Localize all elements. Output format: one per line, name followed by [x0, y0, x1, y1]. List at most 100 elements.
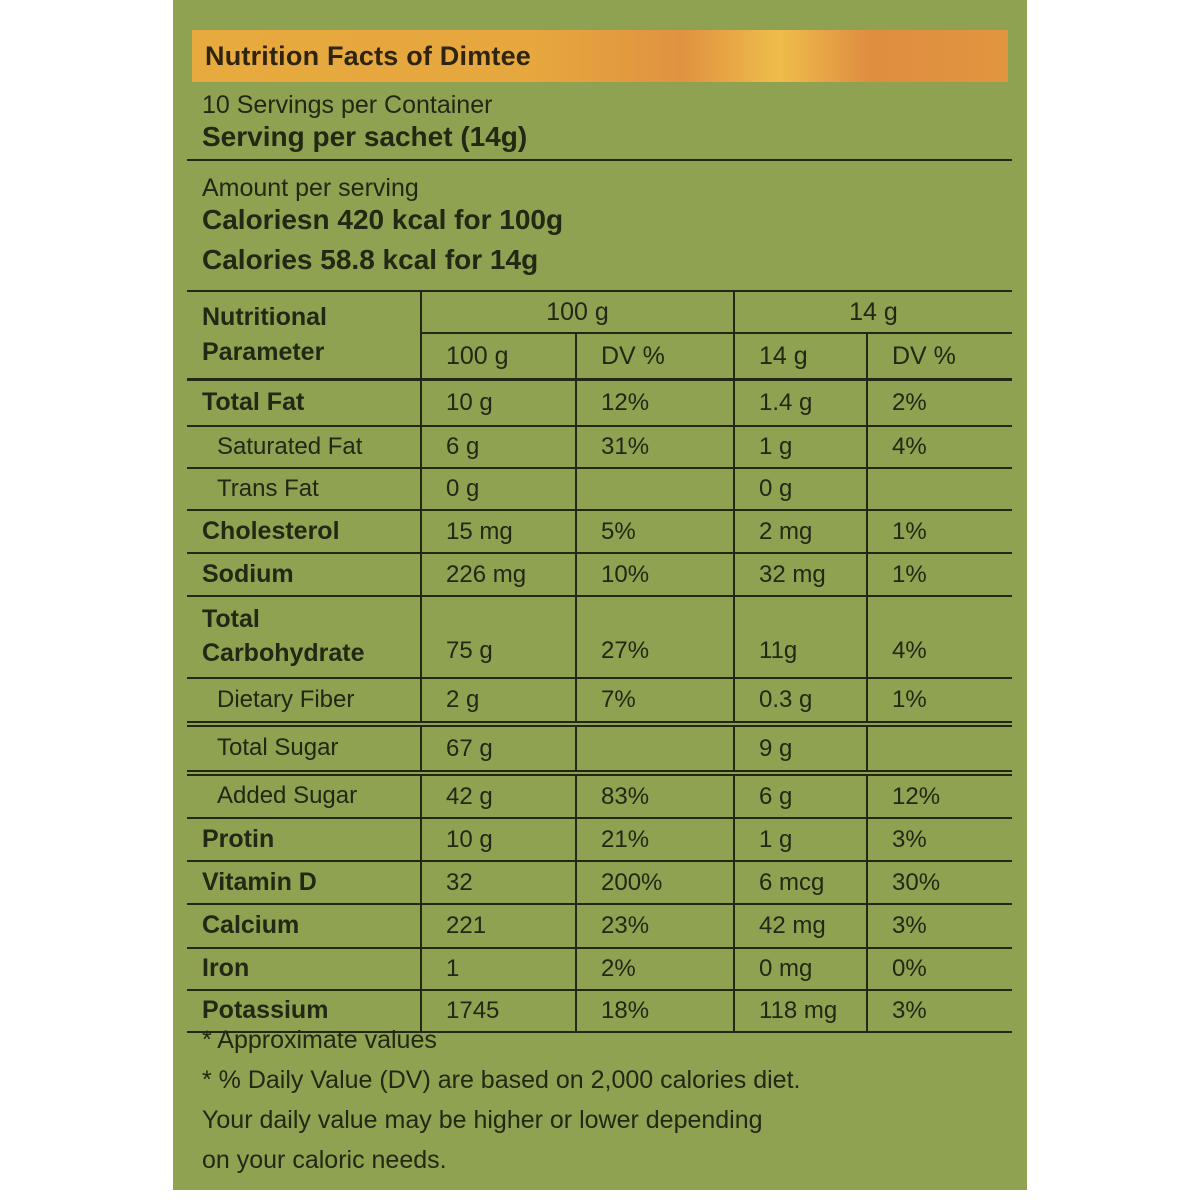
row-label: Dietary Fiber [187, 679, 422, 721]
row-value [868, 727, 1012, 770]
row-value: 12% [577, 381, 735, 425]
row-value: 31% [577, 427, 735, 467]
row-label: Total Carbohydrate [187, 597, 422, 677]
row-value: 10% [577, 554, 735, 595]
row-value: 1.4 g [735, 381, 868, 425]
row-value: 1% [892, 560, 927, 588]
sub-header-14g: 14 g [735, 334, 868, 378]
row-value: 2 g [422, 679, 577, 721]
row-value: 10 g [422, 819, 577, 860]
row-value: 12% [892, 782, 941, 810]
row-value: 2% [892, 389, 927, 416]
row-value: 3% [892, 997, 927, 1024]
nutrition-panel: Nutrition Facts of Dimtee 10 Servings pe… [173, 0, 1027, 1190]
row-value: 4% [892, 637, 927, 664]
header-right-group: 100 g 14 g 100 g DV % 14 g DV % [422, 292, 1012, 378]
sub-header-100g: 100 g [422, 334, 577, 378]
row-value: 6 g [735, 776, 868, 817]
amount-per-serving-label: Amount per serving [202, 174, 419, 202]
row-value: 6 mcg [735, 862, 868, 903]
group-header-row: 100 g 14 g [422, 292, 1012, 334]
row-value: 18% [577, 991, 735, 1031]
row-value: 200% [577, 862, 735, 903]
row-value: 1% [892, 686, 927, 713]
row-value: 75 g [422, 597, 577, 677]
row-value: 42 mg [735, 905, 868, 947]
nutrition-table: Nutritional Parameter 100 g 14 g 100 g D… [187, 290, 1012, 1033]
row-value: 27% [577, 597, 735, 677]
row-label: Added Sugar [187, 776, 422, 817]
calories-100g-line: Caloriesn 420 kcal for 100g [202, 204, 564, 235]
group-header-14g: 14 g [849, 297, 898, 326]
row-value: 3% [892, 825, 927, 853]
table-row: Total Carbohydrate 75 g 27% 11g 4% [187, 597, 1012, 679]
table-row: Vitamin D 32 200% 6 mcg 30% [187, 862, 1012, 905]
row-value: 9 g [735, 727, 868, 770]
param-header-line1: Nutritional [202, 303, 327, 331]
row-value [577, 727, 735, 770]
page-title: Nutrition Facts of Dimtee [205, 40, 532, 71]
table-row: Protin 10 g 21% 1 g 3% [187, 819, 1012, 862]
row-value: 0.3 g [735, 679, 868, 721]
table-row: Total Fat 10 g 12% 1.4 g 2% [187, 381, 1012, 427]
row-value: 15 mg [422, 511, 577, 552]
table-row: Potassium 1745 18% 118 mg 3% [187, 991, 1012, 1033]
row-value: 221 [422, 905, 577, 947]
row-value: 1 [422, 949, 577, 989]
row-value: 1% [892, 517, 927, 545]
row-value: 1 g [735, 427, 868, 467]
row-label: Saturated Fat [187, 427, 422, 467]
row-value: 32 mg [735, 554, 868, 595]
title-bar: Nutrition Facts of Dimtee [192, 30, 1008, 82]
table-row: Iron 1 2% 0 mg 0% [187, 949, 1012, 991]
table-row: Calcium 221 23% 42 mg 3% [187, 905, 1012, 949]
param-header-line2: Parameter [202, 338, 325, 366]
row-label: Sodium [187, 554, 422, 595]
row-value: 21% [577, 819, 735, 860]
row-label: Cholesterol [187, 511, 422, 552]
row-label: Trans Fat [187, 469, 422, 509]
serving-per-sachet: Serving per sachet (14g) [202, 121, 528, 152]
row-value [577, 469, 735, 509]
row-value: 0 mg [735, 949, 868, 989]
row-value: 3% [892, 912, 927, 939]
row-value: 6 g [422, 427, 577, 467]
row-value: 32 [422, 862, 577, 903]
calories-14g-line: Calories 58.8 kcal for 14g [202, 244, 539, 275]
row-label: Protin [187, 819, 422, 860]
sub-header-dv1: DV % [577, 334, 735, 378]
row-value: 11g [735, 597, 868, 677]
footnote-dv-basis: * % Daily Value (DV) are based on 2,000 … [202, 1066, 801, 1094]
row-label: Total Fat [187, 381, 422, 425]
row-value: 7% [577, 679, 735, 721]
row-value: 0% [892, 955, 927, 982]
row-value: 1 g [735, 819, 868, 860]
param-header-cell: Nutritional Parameter [187, 292, 422, 378]
row-label: Iron [187, 949, 422, 989]
row-value: 0 g [735, 469, 868, 509]
footnote-approximate: * Approximate values [202, 1026, 437, 1054]
row-label: Calcium [187, 905, 422, 947]
row-value: 10 g [422, 381, 577, 425]
sub-header-row: 100 g DV % 14 g DV % [422, 334, 1012, 378]
row-value: 67 g [422, 727, 577, 770]
table-row: Cholesterol 15 mg 5% 2 mg 1% [187, 511, 1012, 554]
row-value: 2 mg [735, 511, 868, 552]
row-value: 1745 [422, 991, 577, 1031]
row-value: 30% [892, 868, 941, 896]
row-value: 23% [577, 905, 735, 947]
row-value: 42 g [422, 776, 577, 817]
row-value: 0 g [422, 469, 577, 509]
row-value: 83% [577, 776, 735, 817]
table-row: Dietary Fiber 2 g 7% 0.3 g 1% [187, 679, 1012, 727]
divider-line [187, 159, 1012, 161]
table-row: Saturated Fat 6 g 31% 1 g 4% [187, 427, 1012, 469]
sub-header-dv2: DV % [892, 341, 956, 370]
footnote-dv-end: on your caloric needs. [202, 1146, 447, 1174]
group-header-100g: 100 g [422, 292, 735, 332]
row-value: 118 mg [735, 991, 868, 1031]
table-header: Nutritional Parameter 100 g 14 g 100 g D… [187, 292, 1012, 381]
